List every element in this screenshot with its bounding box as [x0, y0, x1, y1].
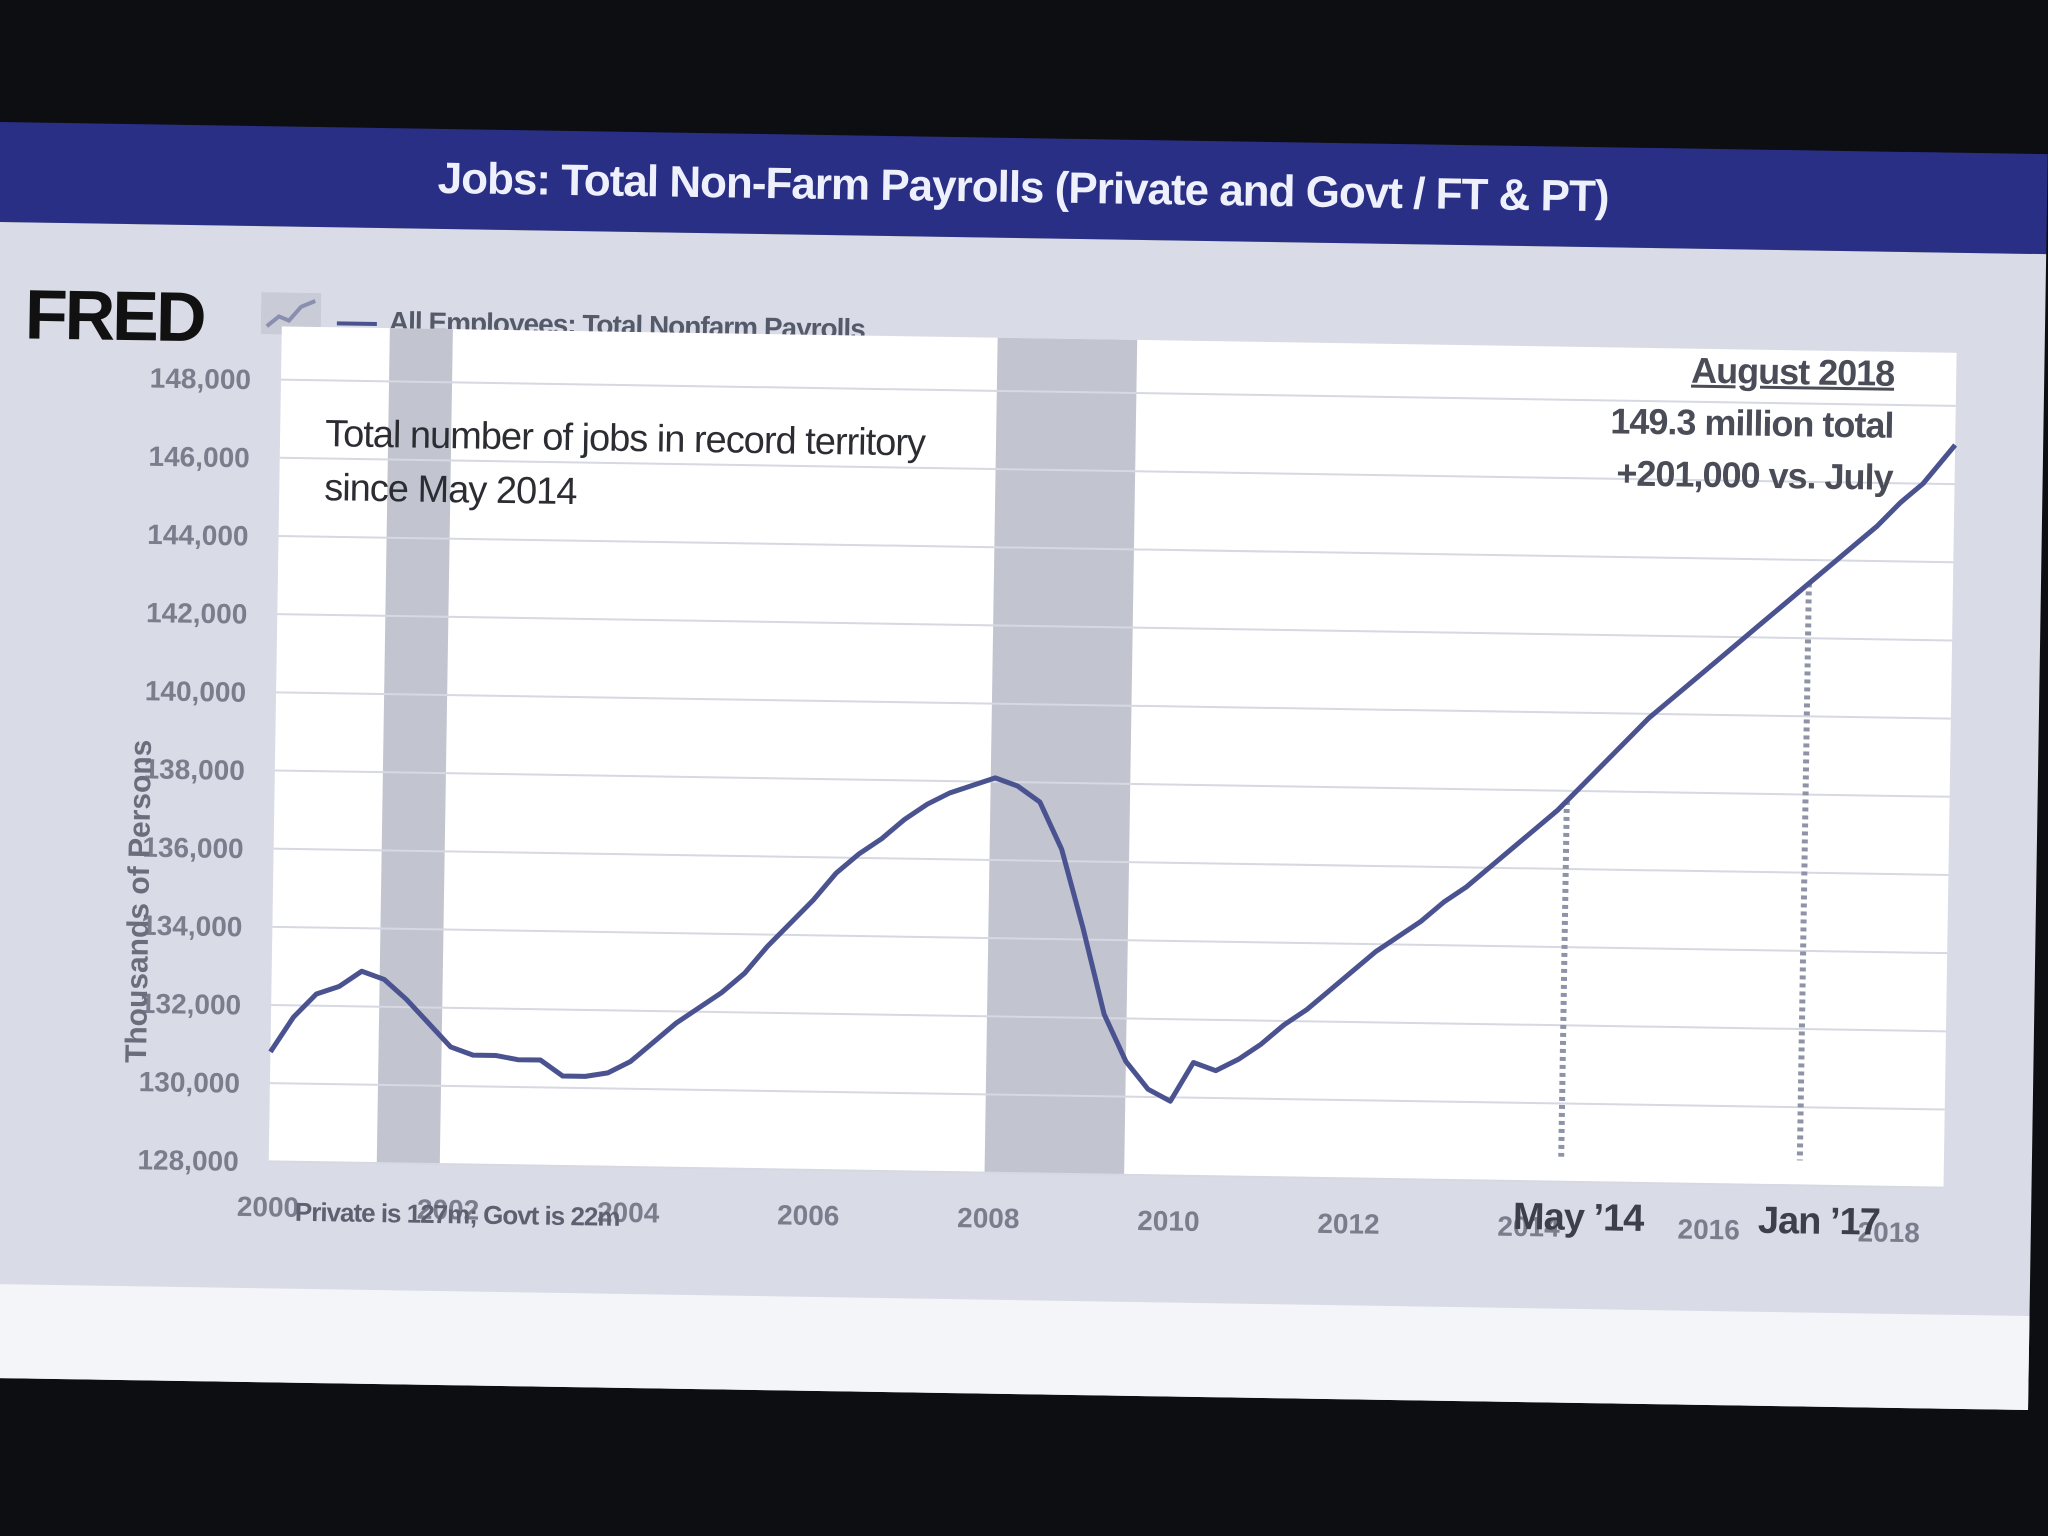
gridline: [268, 1160, 1944, 1189]
slide: Jobs: Total Non-Farm Payrolls (Private a…: [0, 122, 2048, 1411]
x-tick-label: 2014: [1497, 1211, 1560, 1243]
gridline: [269, 1082, 1945, 1111]
latest-total: 149.3 million total: [1610, 400, 1894, 446]
y-tick-label: 138,000: [143, 753, 245, 786]
x-tick-label: 2006: [777, 1199, 840, 1231]
y-tick-label: 146,000: [148, 441, 250, 474]
gridline: [273, 847, 1949, 876]
latest-callout: August 2018 149.3 million total +201,000…: [1609, 343, 1895, 503]
y-tick-label: 136,000: [142, 832, 244, 865]
footnote: Private is 127m; Govt is 22m: [294, 1196, 620, 1232]
x-tick-label: 2012: [1317, 1208, 1380, 1240]
gridline: [274, 769, 1950, 798]
slide-title: Jobs: Total Non-Farm Payrolls (Private a…: [437, 153, 1609, 222]
y-tick-label: 144,000: [147, 519, 249, 552]
marker-jan17-label: Jan ’17: [1757, 1199, 1881, 1244]
x-tick-label: 2004: [597, 1197, 660, 1229]
y-tick-label: 130,000: [138, 1066, 240, 1099]
y-tick-label: 134,000: [141, 910, 243, 943]
gridline: [280, 378, 1956, 407]
x-tick-label: 2010: [1137, 1205, 1200, 1237]
legend-swatch: [336, 320, 377, 326]
x-tick-label: 2018: [1857, 1216, 1920, 1248]
latest-date: August 2018: [1690, 349, 1895, 394]
x-tick-label: 2016: [1677, 1213, 1740, 1245]
marker-line: [1796, 583, 1812, 1161]
recession-band: [984, 321, 1138, 1175]
gridline: [279, 456, 1955, 486]
y-tick-label: 142,000: [146, 597, 248, 630]
y-tick-label: 148,000: [150, 363, 252, 396]
fred-chart-icon: [260, 292, 322, 336]
y-tick-label: 128,000: [137, 1144, 239, 1177]
series-line: [268, 443, 1958, 1104]
x-tick-label: 2002: [417, 1194, 480, 1226]
gridline: [277, 613, 1953, 642]
x-tick-label: 2008: [957, 1202, 1020, 1234]
marker-line: [1558, 800, 1570, 1157]
x-tick-label: 2000: [237, 1191, 300, 1223]
y-tick-label: 140,000: [145, 675, 247, 708]
y-tick-label: 132,000: [140, 988, 242, 1021]
marker-may14-label: May ’14: [1512, 1195, 1644, 1240]
chart-area: 128,000 130,000 132,000 134,000 136,000 138,0…: [137, 321, 1958, 1248]
recession-band: [376, 321, 454, 1165]
y-axis-label: Thousands of Persons: [119, 739, 159, 1064]
gridline: [276, 691, 1951, 720]
gridline: [272, 925, 1948, 955]
latest-change: +201,000 vs. July: [1616, 452, 1893, 498]
record-callout: Total number of jobs in record territory…: [324, 407, 1126, 528]
gridline: [278, 534, 1954, 564]
